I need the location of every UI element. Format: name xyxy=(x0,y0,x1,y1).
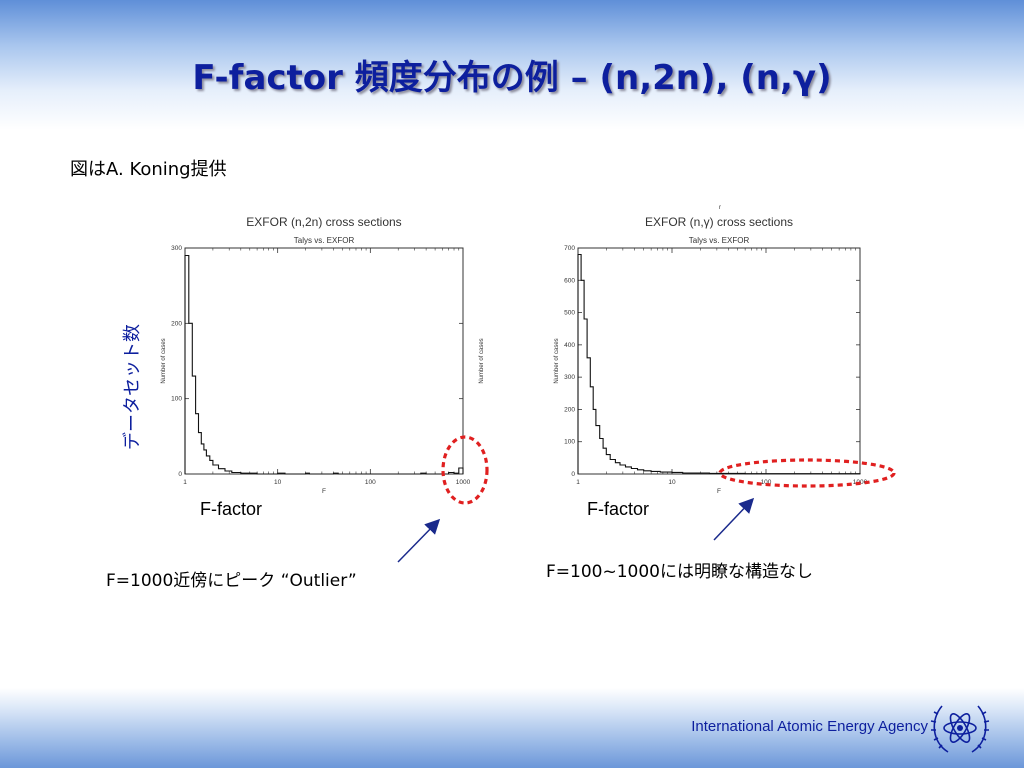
chart-left-histogram-line xyxy=(184,254,464,475)
chart-right-stray-mark: r xyxy=(719,205,721,211)
chart-left-ytick-label: 200 xyxy=(171,320,182,327)
arrow-right xyxy=(713,497,755,541)
chart-right-ytick-label: 100 xyxy=(564,439,575,446)
chart-right-ytick-label: 700 xyxy=(564,245,575,252)
header-gradient-band xyxy=(0,0,1024,130)
chart-left-ytick-label: 300 xyxy=(171,245,182,252)
chart-left: 0 100 200 300 1 10 100 1000 F Number of cases Numb… xyxy=(161,245,489,505)
chart-right-highlight-ellipse xyxy=(718,458,896,488)
chart-right-subtitle: Talys vs. EXFOR xyxy=(688,236,750,245)
chart-left-subtitle: Talys vs. EXFOR xyxy=(293,236,355,245)
chart-left-xtick-label: 1000 xyxy=(456,479,471,486)
footer-organization: International Atomic Energy Agency xyxy=(691,718,928,735)
chart-right-xlabel-ffactor: F-factor xyxy=(587,499,650,519)
chart-right-title: EXFOR (n,γ) cross sections xyxy=(644,215,794,229)
chart-left-ylabel-right: Number of cases xyxy=(479,338,485,383)
chart-right-xtick-label: 100 xyxy=(761,479,772,486)
chart-left-xtick-label: 100 xyxy=(365,479,376,486)
chart-left-xtick-label: 10 xyxy=(274,479,282,486)
chart-right-ytick-label: 0 xyxy=(571,471,575,478)
chart-left-xlabel-ffactor: F-factor xyxy=(200,499,263,519)
arrow-left xyxy=(397,518,441,563)
chart-left-ylabel: Number of cases xyxy=(161,338,167,383)
annotation-right: F=100~1000には明瞭な構造なし xyxy=(546,562,813,582)
chart-left-xtick-label: 1 xyxy=(183,479,187,486)
chart-left-highlight-circle xyxy=(441,435,489,505)
annotation-left: F=1000近傍にピーク “Outlier” xyxy=(106,571,357,591)
chart-right-histogram-line xyxy=(577,253,861,475)
chart-right-ylabel: Number of cases xyxy=(554,338,560,383)
chart-right-ytick-label: 600 xyxy=(564,277,575,284)
chart-left-title: EXFOR (n,2n) cross sections xyxy=(246,215,402,229)
chart-right-ytick-label: 300 xyxy=(564,374,575,381)
chart-right-ytick-label: 200 xyxy=(564,406,575,413)
un-emblem-icon xyxy=(930,705,990,753)
chart-left-xlabel: F xyxy=(322,488,326,495)
chart-right-xtick-label: 10 xyxy=(668,479,676,486)
chart-right-ytick-label: 500 xyxy=(564,310,575,317)
chart-left-ytick-label: 100 xyxy=(171,396,182,403)
chart-right-xtick-label: 1 xyxy=(576,479,580,486)
slide-subtitle: 図はA. Koning提供 xyxy=(70,159,227,180)
chart-right-ytick-label: 400 xyxy=(564,342,575,349)
chart-left-ytick-label: 0 xyxy=(178,471,182,478)
footer-gradient-band xyxy=(0,688,1024,768)
slide-title: F-factor 頻度分布の例 – (n,2n), (n,γ) xyxy=(192,58,832,98)
chart-right-xlabel: F xyxy=(717,488,721,495)
